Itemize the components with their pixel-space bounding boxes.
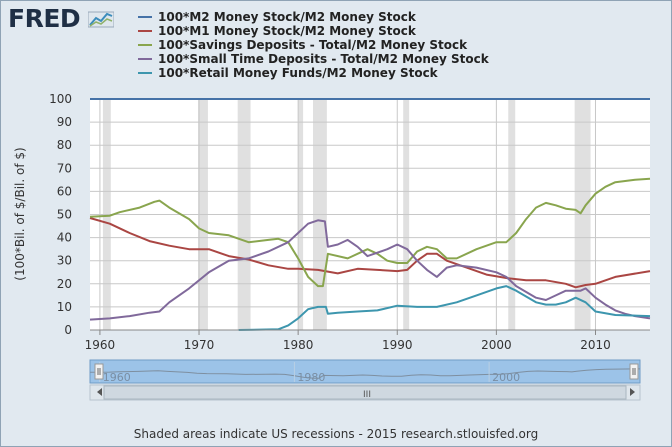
- y-tick-label: 60: [57, 184, 72, 198]
- y-tick-label: 70: [57, 161, 72, 175]
- y-tick-label: 90: [57, 115, 72, 129]
- legend-item[interactable]: 100*Savings Deposits - Total/M2 Money St…: [138, 38, 489, 52]
- navigator-ticks: 1960 1980 2000: [99, 362, 520, 384]
- footer-note: Shaded areas indicate US recessions - 20…: [133, 427, 539, 441]
- y-tick-label: 50: [57, 208, 72, 222]
- series-line-4: [89, 219, 651, 321]
- x-tick-label: 2010: [580, 338, 611, 352]
- y-tick-label: 100: [49, 92, 72, 106]
- y-tick-label: 80: [57, 138, 72, 152]
- series-line-3: [89, 177, 651, 288]
- legend-swatch: [138, 58, 152, 60]
- x-tick-label: 2000: [481, 338, 512, 352]
- grip-icon[interactable]: [94, 363, 104, 380]
- legend-label: 100*M1 Money Stock/M2 Money Stock: [158, 24, 416, 38]
- y-tick-label: 30: [57, 254, 72, 268]
- y-tick-label: 20: [57, 277, 72, 291]
- axes: 0 10 20 30 40 50 60 70 80 90 100 1960 1970 1980 1990 20…: [49, 92, 650, 352]
- legend-label: 100*Small Time Deposits - Total/M2 Money…: [158, 52, 489, 66]
- legend-swatch: [138, 72, 152, 74]
- series-line-5: [238, 285, 651, 331]
- legend-swatch: [138, 16, 152, 18]
- y-tick-label: 10: [57, 300, 72, 314]
- legend-item[interactable]: 100*M2 Money Stock/M2 Money Stock: [138, 10, 489, 24]
- legend-item[interactable]: 100*M1 Money Stock/M2 Money Stock: [138, 24, 489, 38]
- line-chart-icon: [88, 11, 114, 28]
- x-tick-label: 1960: [85, 338, 116, 352]
- legend-label: 100*Retail Money Funds/M2 Money Stock: [158, 66, 438, 80]
- scrollbar-thumb[interactable]: [103, 385, 627, 400]
- legend: 100*M2 Money Stock/M2 Money Stock 100*M1 …: [138, 10, 489, 80]
- series-line-2: [89, 217, 651, 289]
- legend-swatch: [138, 44, 152, 46]
- legend-label: 100*M2 Money Stock/M2 Money Stock: [158, 10, 416, 24]
- navigator-tick-label: 1980: [297, 371, 325, 384]
- navigator-tick-label: 1960: [103, 371, 131, 384]
- grip-icon[interactable]: [629, 363, 639, 380]
- range-navigator[interactable]: 1960 1980 2000 III: [89, 359, 641, 401]
- legend-label: 100*Savings Deposits - Total/M2 Money St…: [158, 38, 468, 52]
- arrow-right-icon[interactable]: [630, 388, 635, 396]
- x-tick-label: 1970: [184, 338, 215, 352]
- arrow-left-icon[interactable]: [97, 388, 102, 396]
- navigator-series: [89, 368, 641, 379]
- grid-lines: [90, 98, 650, 331]
- y-tick-label: 0: [64, 323, 72, 337]
- navigator-window[interactable]: [89, 359, 641, 384]
- y-axis-label: (100*Bil. of $/Bil. of $): [13, 147, 27, 280]
- scrollbar-grip: III: [363, 390, 371, 400]
- series-lines: [89, 98, 651, 331]
- y-tick-label: 40: [57, 231, 72, 245]
- legend-swatch: [138, 30, 152, 32]
- navigator-handle-right[interactable]: [629, 363, 639, 380]
- x-tick-label: 1990: [382, 338, 413, 352]
- x-tick-label: 1980: [283, 338, 314, 352]
- legend-item[interactable]: 100*Small Time Deposits - Total/M2 Money…: [138, 52, 489, 66]
- navigator-handle-left[interactable]: [94, 363, 104, 380]
- fred-logo: FRED: [8, 4, 81, 33]
- legend-item[interactable]: 100*Retail Money Funds/M2 Money Stock: [138, 66, 489, 80]
- navigator-tick-label: 2000: [492, 371, 520, 384]
